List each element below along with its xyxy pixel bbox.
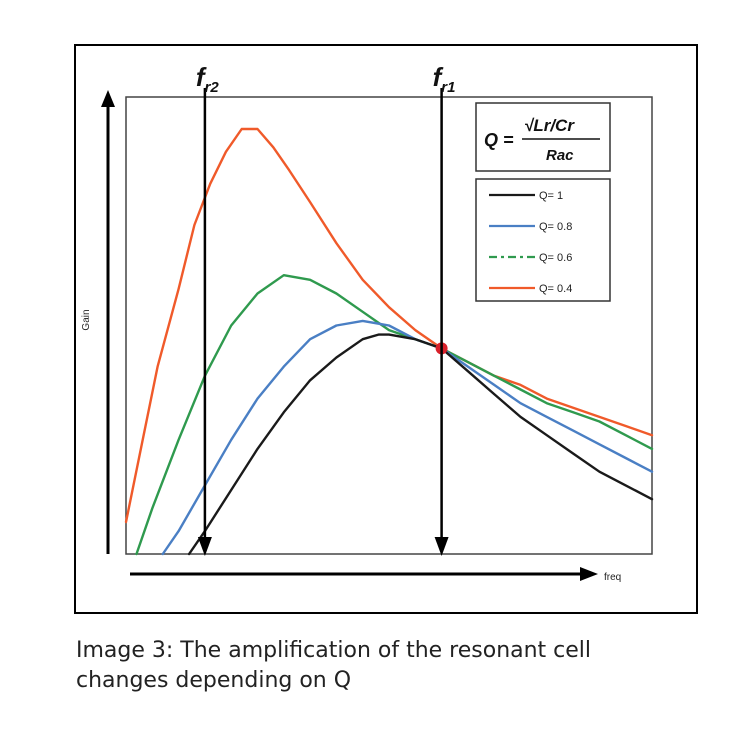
resonance-gain-chart: Gain freq fr2 fr1 Q = √Lr/Cr Rac Q= 1 Q= 0…: [74, 44, 698, 614]
marker-layer: fr2 fr1: [196, 62, 456, 556]
formula-denominator: Rac: [546, 147, 574, 164]
series-line-q-1: [187, 333, 654, 556]
legend-box: [475, 178, 611, 302]
caption-line-2: changes depending on Q: [76, 668, 352, 693]
figure: Gain freq fr2 fr1 Q = √Lr/Cr Rac Q= 1 Q= 0…: [74, 44, 698, 614]
y-axis-arrowhead: [101, 90, 115, 107]
legend: Q= 1 Q= 0.8 Q= 0.6 Q= 0.4: [475, 178, 611, 302]
marker-arrowhead-r2: [197, 537, 212, 556]
marker-arrowhead-r1: [434, 537, 449, 556]
legend-label-0: Q= 1: [539, 190, 563, 202]
x-axis-label: freq: [604, 572, 621, 583]
legend-label-2: Q= 0.6: [539, 252, 572, 264]
legend-label-3: Q= 0.4: [539, 283, 572, 295]
series-line-q-0-4: [124, 127, 654, 524]
formula-numerator: √Lr/Cr: [524, 116, 575, 135]
series-line-q-0-8: [161, 319, 654, 556]
plot-area: [125, 96, 653, 555]
formula-lhs: Q =: [484, 130, 514, 150]
y-axis-label: Gain: [81, 309, 92, 330]
series-line-q-0-6: [135, 274, 654, 556]
marker-label-r2: fr2: [196, 62, 220, 96]
marker-label-r1: fr1: [433, 62, 456, 96]
legend-label-1: Q= 0.8: [539, 221, 572, 233]
figure-caption: Image 3: The amplification of the resona…: [76, 636, 716, 696]
formula-box: Q = √Lr/Cr Rac: [475, 102, 611, 172]
caption-line-1: Image 3: The amplification of the resona…: [76, 638, 592, 663]
x-axis-arrowhead: [580, 567, 598, 581]
